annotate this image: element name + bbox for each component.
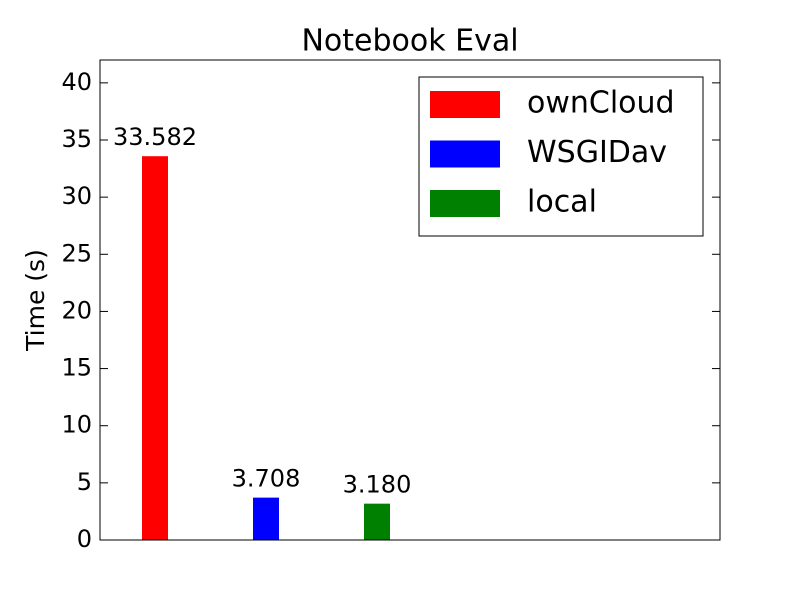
y-tick-label: 5 xyxy=(77,468,92,496)
value-label: 3.708 xyxy=(232,465,301,493)
y-tick-label: 0 xyxy=(77,525,92,553)
bar xyxy=(253,497,279,540)
legend-label: ownCloud xyxy=(527,86,675,121)
legend-swatch xyxy=(430,190,500,217)
y-tick-label: 10 xyxy=(61,411,92,439)
y-tick-label: 30 xyxy=(61,182,92,210)
chart-title: Notebook Eval xyxy=(301,24,518,59)
legend-label: local xyxy=(527,185,597,220)
y-axis-label: Time (s) xyxy=(21,249,50,352)
legend-label: WSGIDav xyxy=(527,135,667,170)
bar xyxy=(142,156,168,540)
legend-swatch xyxy=(430,91,500,118)
value-label: 33.582 xyxy=(113,123,197,151)
legend-swatch xyxy=(430,140,500,168)
y-tick-label: 15 xyxy=(61,354,92,382)
bar xyxy=(364,503,390,540)
y-tick-label: 40 xyxy=(61,68,92,96)
plot-frame xyxy=(99,59,721,541)
y-tick-label: 20 xyxy=(61,296,92,324)
y-tick-label: 25 xyxy=(61,239,92,267)
value-label: 3.180 xyxy=(343,471,412,499)
y-tick-label: 35 xyxy=(61,125,92,153)
